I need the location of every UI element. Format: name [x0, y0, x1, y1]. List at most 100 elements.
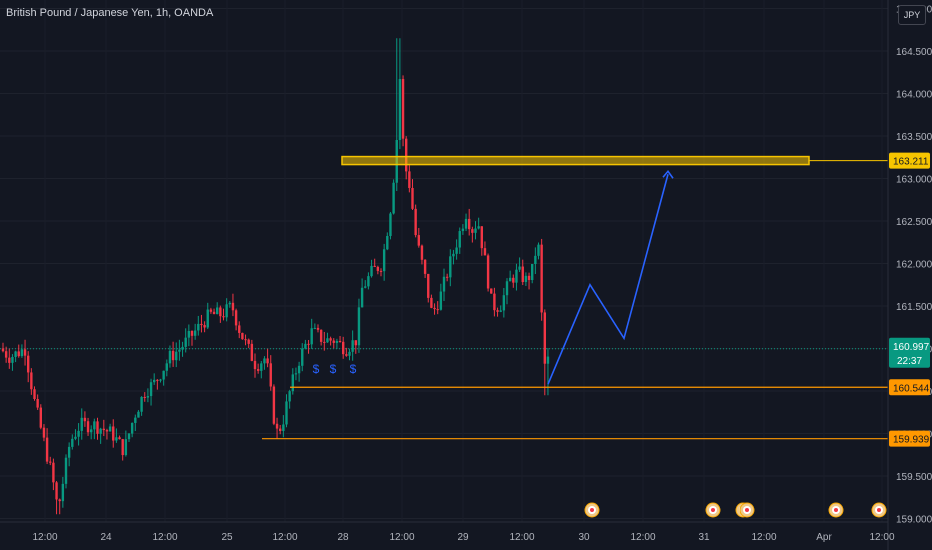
- candle-down: [171, 350, 175, 361]
- candle-up: [464, 218, 468, 229]
- candle-up: [168, 350, 172, 364]
- candle-down: [496, 310, 499, 312]
- candle-down: [234, 310, 238, 326]
- candle-up: [130, 422, 134, 434]
- resistance-zone: [341, 155, 810, 166]
- candle-down: [17, 351, 20, 357]
- candle-down: [405, 138, 408, 172]
- candle-down: [540, 244, 543, 313]
- dividend-icon: $: [330, 362, 337, 376]
- candle-up: [115, 437, 118, 441]
- candle-down: [118, 437, 121, 440]
- candle-down: [212, 311, 216, 315]
- candle-up: [301, 348, 304, 366]
- candle-up: [357, 307, 361, 346]
- candle-down: [247, 339, 250, 344]
- candle-up: [285, 401, 288, 425]
- candle-up: [313, 327, 317, 329]
- candle-up: [392, 182, 395, 214]
- candle-down: [354, 340, 357, 346]
- candle-up: [442, 276, 446, 292]
- candle-up: [546, 356, 550, 364]
- candle-down: [143, 396, 146, 398]
- price-tick-label: 159.500: [896, 472, 932, 483]
- candle-up: [260, 363, 263, 371]
- candle-up: [20, 349, 24, 357]
- candle-up: [146, 396, 150, 398]
- chart-grid: [0, 8, 888, 519]
- candle-up: [197, 323, 200, 331]
- candle-up: [193, 330, 197, 336]
- candle-down: [490, 288, 493, 294]
- candle-down: [105, 430, 109, 432]
- candle-up: [61, 483, 65, 502]
- candle-down: [493, 293, 496, 311]
- candle-down: [121, 439, 124, 456]
- candle-down: [316, 327, 320, 330]
- candle-down: [30, 372, 33, 390]
- candle-down: [483, 248, 487, 256]
- candle-down: [33, 389, 36, 399]
- candle-down: [480, 226, 483, 249]
- candle-down: [250, 343, 254, 361]
- candle-down: [222, 316, 225, 318]
- price-tag-resistance-label: 163.211: [893, 157, 929, 168]
- candle-down: [253, 360, 257, 370]
- candle-down: [376, 266, 380, 271]
- candle-up: [499, 310, 502, 312]
- candle-down: [58, 499, 61, 502]
- projection-path: [547, 174, 669, 385]
- candle-up: [398, 79, 402, 140]
- candle-down: [338, 340, 342, 342]
- candle-up: [518, 266, 521, 270]
- time-tick-label: 12:00: [152, 532, 177, 543]
- time-tick-label: Apr: [816, 532, 832, 543]
- event-icon-dot: [711, 508, 715, 512]
- price-axis: 159.000159.500160.000160.500161.000161.5…: [896, 5, 932, 526]
- time-tick-label: 12:00: [32, 532, 57, 543]
- candle-up: [181, 346, 184, 350]
- candle-down: [112, 426, 115, 441]
- candle-down: [512, 277, 515, 283]
- price-tag-resistance: [889, 152, 930, 169]
- candle-down: [275, 423, 279, 429]
- candle-down: [379, 270, 383, 272]
- candle-down: [430, 297, 433, 308]
- candle-up: [502, 295, 506, 311]
- candle-up: [187, 330, 191, 338]
- candle-up: [206, 309, 209, 328]
- candle-up: [534, 255, 537, 264]
- candle-down: [238, 325, 241, 333]
- candle-up: [74, 436, 77, 439]
- candle-down: [319, 329, 323, 342]
- candle-down: [241, 332, 244, 340]
- dividend-icon: $: [350, 362, 357, 376]
- candle-up: [67, 446, 71, 458]
- time-tick-label: 12:00: [389, 532, 414, 543]
- candle-up: [162, 370, 165, 380]
- candle-down: [420, 245, 424, 260]
- price-tick-label: 164.000: [896, 90, 932, 101]
- candle-down: [543, 312, 546, 364]
- candle-down: [269, 363, 272, 387]
- price-tag-last-label: 160.997: [893, 342, 930, 353]
- candle-up: [508, 277, 512, 282]
- candle-up: [326, 338, 329, 343]
- candle-up: [477, 226, 480, 229]
- candle-up: [64, 457, 68, 484]
- price-tag-support-label: 160.544: [893, 383, 930, 394]
- candle-up: [108, 426, 112, 432]
- candle-down: [345, 354, 348, 356]
- candle-down: [42, 427, 46, 438]
- price-tags: 163.211 160.997 22:37 160.544 159.939: [889, 152, 930, 447]
- candle-down: [408, 171, 411, 188]
- candle-up: [505, 281, 509, 296]
- candle-down: [49, 461, 52, 463]
- time-tick-label: 29: [457, 532, 469, 543]
- time-tick-label: 25: [221, 532, 233, 543]
- candle-down: [401, 79, 405, 139]
- currency-badge[interactable]: JPY: [898, 5, 926, 25]
- candle-up: [282, 424, 285, 431]
- candle-up: [140, 396, 143, 412]
